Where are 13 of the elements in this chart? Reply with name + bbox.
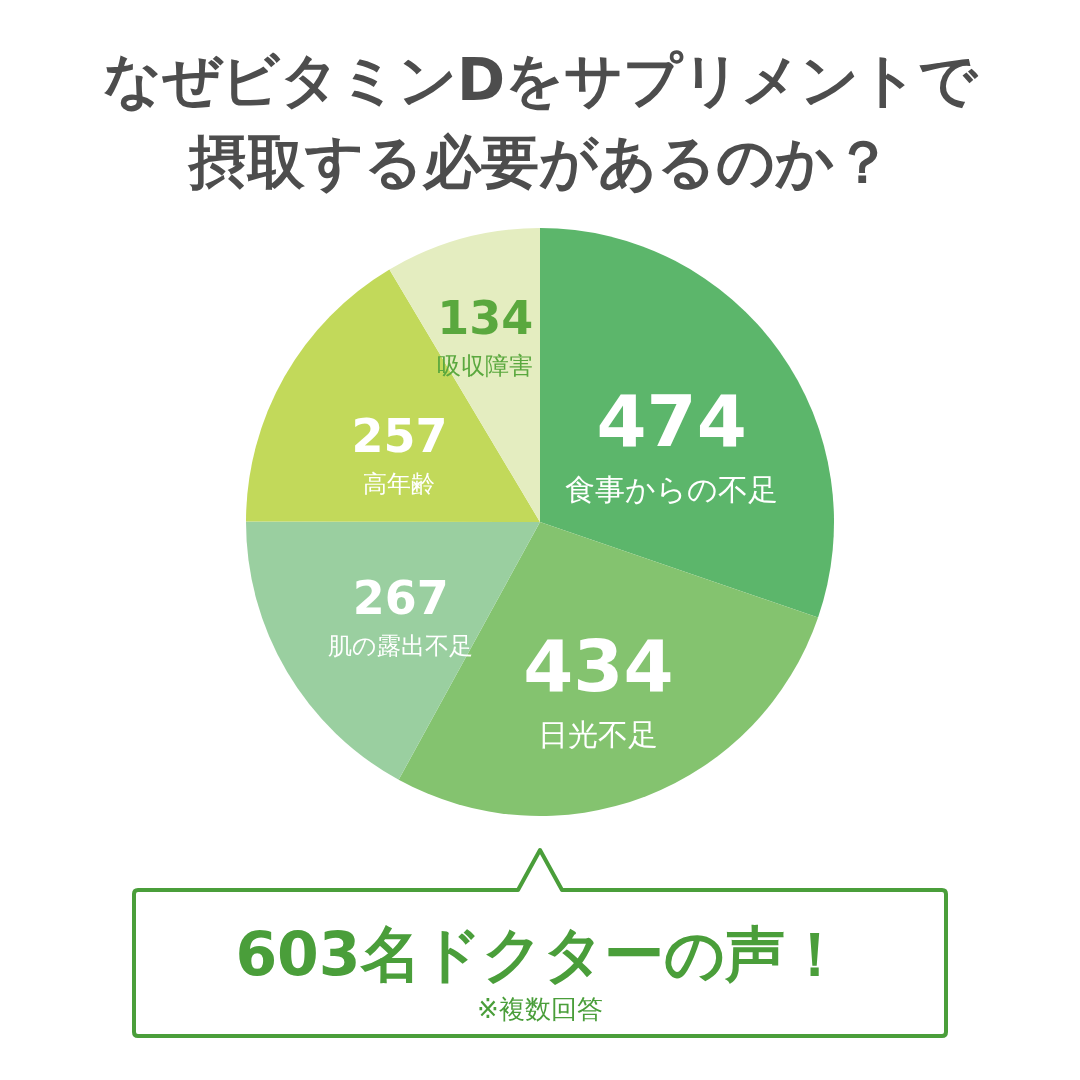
callout: 603名ドクターの声！ ※複数回答	[132, 848, 948, 1038]
data-label: 434	[523, 623, 674, 708]
slice-label: 日光不足	[538, 716, 659, 752]
slice-label: 高年齢	[363, 469, 436, 498]
slice-label: 食事からの不足	[565, 472, 779, 508]
data-label: 267	[352, 571, 449, 626]
data-label: 134	[437, 290, 534, 345]
slice-label: 肌の露出不足	[328, 632, 474, 661]
title: なぜビタミンDをサプリメントで摂取する必要があるのか？	[102, 46, 978, 196]
pie-slice	[540, 228, 834, 618]
pie-slice	[246, 269, 540, 522]
data-label: 474	[596, 379, 747, 464]
data-label: 257	[351, 408, 448, 463]
